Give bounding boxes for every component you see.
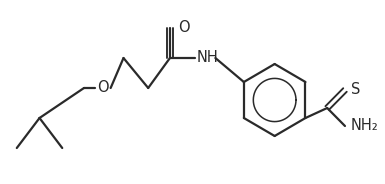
Text: NH₂: NH₂ xyxy=(351,118,379,134)
Text: S: S xyxy=(351,82,360,98)
Text: NH: NH xyxy=(197,50,218,66)
Text: O: O xyxy=(97,81,109,95)
Text: O: O xyxy=(178,20,189,36)
